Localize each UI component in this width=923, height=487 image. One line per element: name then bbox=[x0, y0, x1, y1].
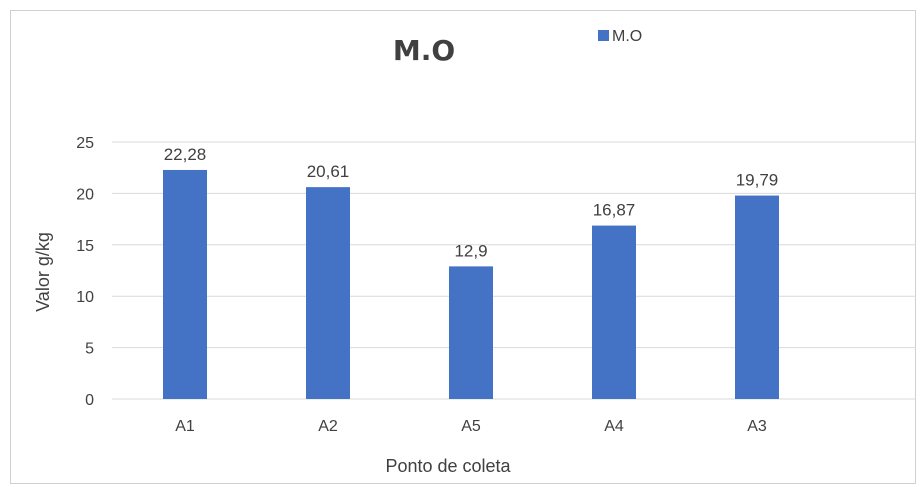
y-tick-label: 25 bbox=[76, 135, 94, 152]
chart-title: M.O bbox=[393, 34, 455, 67]
x-tick-label: A1 bbox=[175, 418, 195, 435]
y-axis-label: Valor g/kg bbox=[33, 232, 53, 312]
data-label-a4: 16,87 bbox=[593, 201, 636, 220]
gridlines bbox=[112, 141, 916, 400]
y-tick-label: 20 bbox=[76, 186, 94, 203]
y-tick-label: 15 bbox=[76, 238, 94, 255]
legend: M.O bbox=[598, 28, 642, 45]
bar-a2 bbox=[306, 187, 350, 399]
bar-a5 bbox=[449, 266, 493, 399]
y-tick-label: 0 bbox=[85, 392, 94, 409]
bar-a4 bbox=[592, 225, 636, 399]
x-axis-label: Ponto de coleta bbox=[385, 456, 511, 476]
x-tick-label: A5 bbox=[461, 418, 481, 435]
legend-swatch bbox=[598, 30, 609, 41]
x-tick-label: A4 bbox=[604, 418, 624, 435]
data-label-a2: 20,61 bbox=[307, 162, 350, 181]
x-tick-label: A2 bbox=[318, 418, 338, 435]
bar-a1 bbox=[163, 169, 207, 399]
data-label-a5: 12,9 bbox=[454, 241, 487, 260]
bar-a3 bbox=[735, 195, 779, 399]
bars bbox=[163, 169, 779, 399]
y-tick-label: 5 bbox=[85, 341, 94, 358]
y-axis-ticks: 0 5 10 15 20 25 bbox=[76, 135, 94, 409]
x-axis-ticks: A1 A2 A5 A4 A3 bbox=[175, 418, 767, 435]
data-label-a1: 22,28 bbox=[164, 145, 207, 164]
data-label-a3: 19,79 bbox=[736, 171, 779, 190]
x-tick-label: A3 bbox=[747, 418, 767, 435]
data-labels: 22,28 20,61 12,9 16,87 19,79 bbox=[164, 145, 779, 260]
y-tick-label: 10 bbox=[76, 289, 94, 306]
legend-label: M.O bbox=[612, 28, 642, 45]
